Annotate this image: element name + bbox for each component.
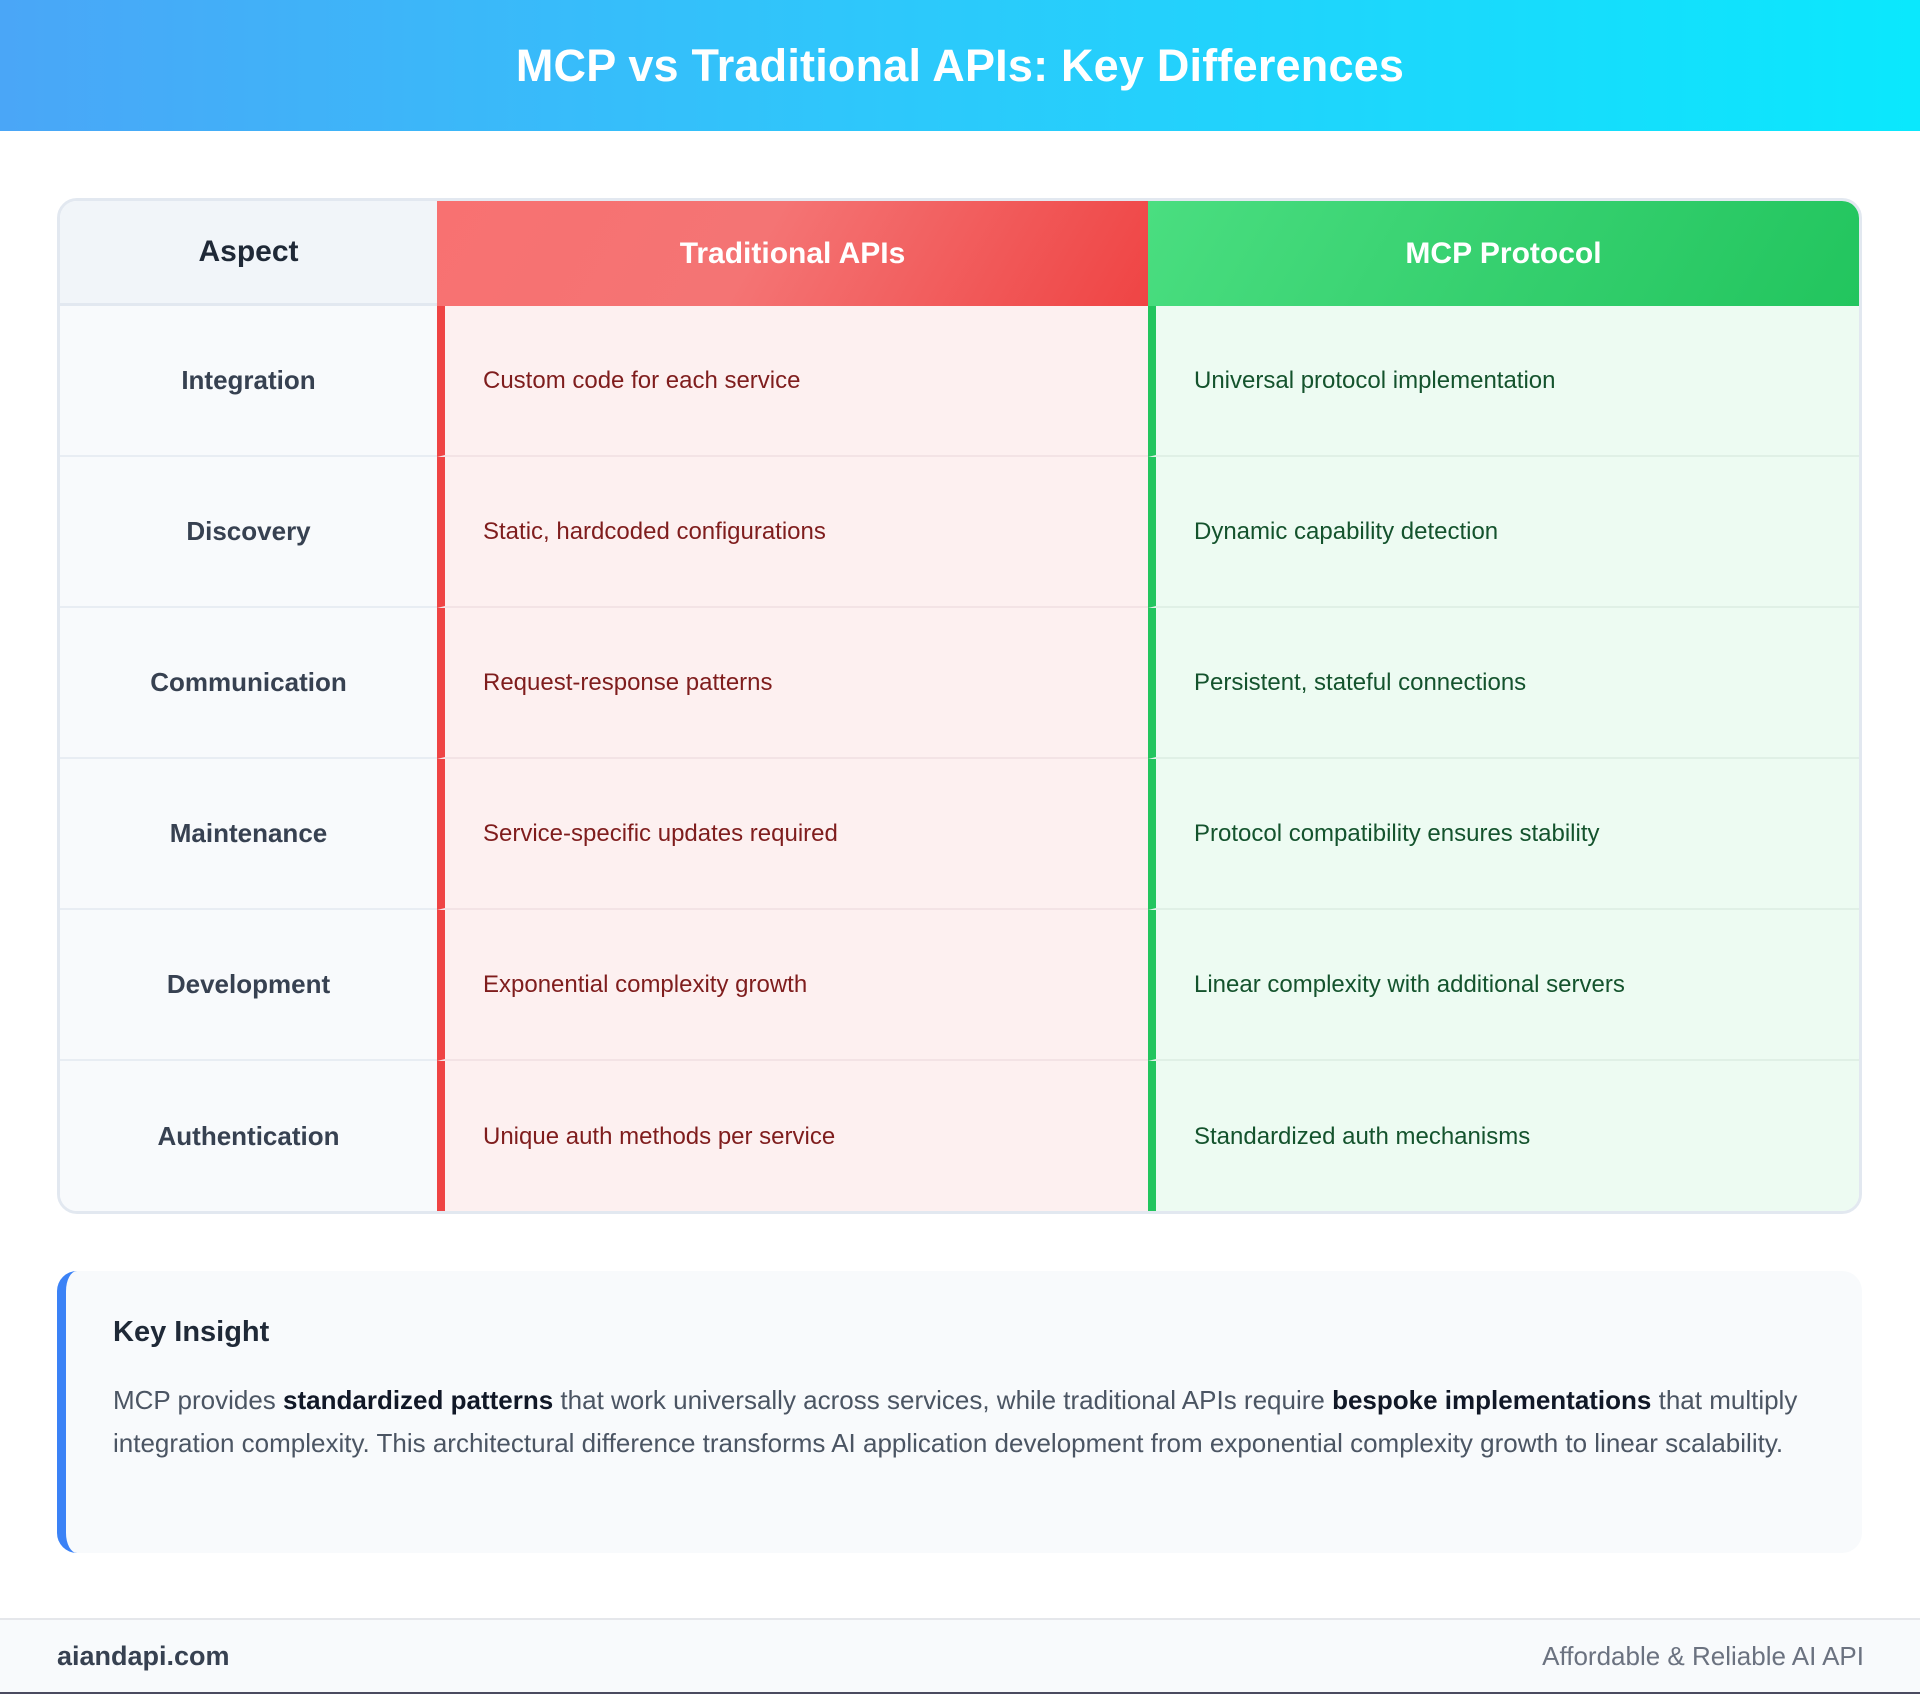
footer-tagline: Affordable & Reliable AI API [1542,1640,1864,1671]
traditional-cell: Static, hardcoded configurations [437,457,1148,608]
page-title: MCP vs Traditional APIs: Key Differences [515,39,1405,91]
page-header: MCP vs Traditional APIs: Key Differences [0,0,1920,131]
insight-emphasis: bespoke implementations [1332,1385,1652,1415]
aspect-cell: Communication [60,608,437,759]
aspect-cell: Discovery [60,457,437,608]
key-insight-callout: Key Insight MCP provides standardized pa… [57,1271,1862,1553]
header-traditional-apis: Traditional APIs [437,201,1148,306]
insight-text-part: that work universally across services, w… [553,1385,1333,1415]
insight-text-part: MCP provides [113,1385,284,1415]
insight-title: Key Insight [113,1316,270,1348]
mcp-cell: Standardized auth mechanisms [1148,1061,1859,1211]
comparison-grid: Aspect Traditional APIs MCP Protocol Int… [60,201,1859,1211]
comparison-table: Aspect Traditional APIs MCP Protocol Int… [57,198,1862,1214]
footer-brand: aiandapi.com [57,1640,230,1671]
traditional-cell: Custom code for each service [437,306,1148,457]
insight-text: MCP provides standardized patterns that … [113,1379,1816,1465]
insight-text-part: that multiply integration complexity. Th… [113,1385,1798,1458]
insight-emphasis: standardized patterns [283,1385,554,1415]
traditional-cell: Exponential complexity growth [437,910,1148,1061]
mcp-cell: Dynamic capability detection [1148,457,1859,608]
mcp-cell: Universal protocol implementation [1148,306,1859,457]
aspect-cell: Development [60,910,437,1061]
aspect-cell: Authentication [60,1061,437,1211]
header-aspect: Aspect [60,201,437,306]
mcp-cell: Persistent, stateful connections [1148,608,1859,759]
traditional-cell: Request-response patterns [437,608,1148,759]
mcp-cell: Protocol compatibility ensures stability [1148,759,1859,910]
aspect-cell: Integration [60,306,437,457]
traditional-cell: Service-specific updates required [437,759,1148,910]
traditional-cell: Unique auth methods per service [437,1061,1148,1211]
page-footer: aiandapi.com Affordable & Reliable AI AP… [0,1618,1920,1694]
mcp-cell: Linear complexity with additional server… [1148,910,1859,1061]
header-mcp-protocol: MCP Protocol [1148,201,1859,306]
aspect-cell: Maintenance [60,759,437,910]
